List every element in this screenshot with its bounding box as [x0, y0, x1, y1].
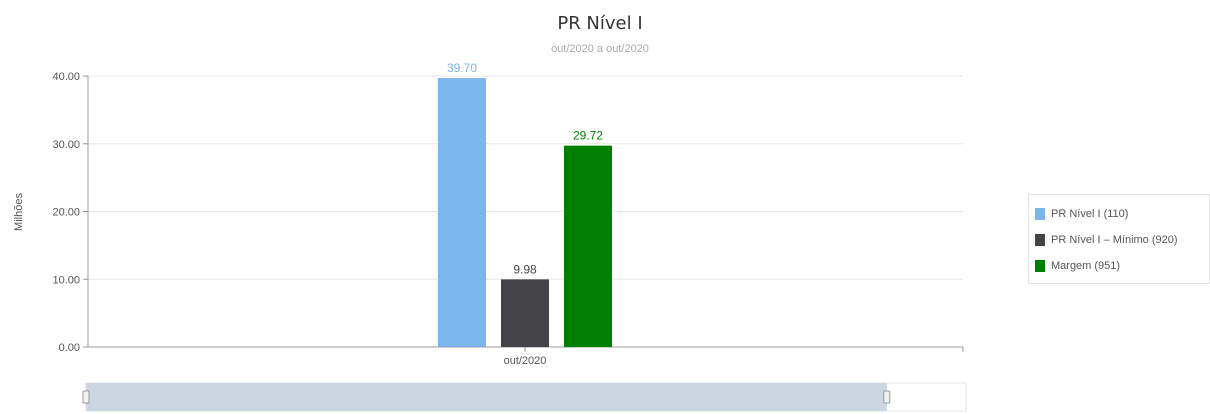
x-axis-ticks: out/2020	[504, 347, 964, 367]
data-label: 29.72	[573, 129, 603, 143]
legend-swatch	[1035, 260, 1045, 272]
range-navigator[interactable]	[82, 382, 967, 412]
navigator-selection[interactable]	[86, 383, 887, 411]
bar[interactable]	[564, 145, 612, 347]
y-tick-label: 20.00	[52, 207, 80, 219]
y-tick-label: 0.00	[59, 342, 80, 354]
legend-item[interactable]: PR Nível I – Mínimo (920)	[1029, 227, 1209, 253]
chart-subtitle: out/2020 a out/2020	[551, 43, 649, 55]
chart-title: PR Nível I	[557, 13, 642, 34]
y-tick-label: 10.00	[52, 274, 80, 286]
bar[interactable]	[438, 78, 486, 347]
data-labels: 39.70 9.98 29.72	[447, 61, 603, 276]
y-tick-label: 30.00	[52, 139, 80, 151]
legend-item[interactable]: Margem (951)	[1029, 253, 1209, 279]
y-axis-label: Milhões	[13, 193, 25, 231]
legend-label: Margem (951)	[1051, 260, 1121, 272]
legend-label: PR Nível I – Mínimo (920)	[1051, 234, 1178, 246]
y-tick-label: 40.00	[52, 71, 80, 83]
y-axis-ticks: 0.00 10.00 20.00 30.00 40.00	[52, 71, 80, 354]
navigator-right-handle[interactable]	[883, 390, 891, 404]
legend-label: PR Nível I (110)	[1051, 208, 1129, 220]
legend-swatch	[1035, 234, 1045, 246]
chart-legend: PR Nível I (110) PR Nível I – Mínimo (920…	[1028, 194, 1210, 284]
navigator-left-handle[interactable]	[82, 390, 90, 404]
x-tick-label: out/2020	[504, 355, 547, 367]
data-label: 39.70	[447, 61, 477, 75]
legend-swatch	[1035, 208, 1045, 220]
legend-item[interactable]: PR Nível I (110)	[1029, 201, 1209, 227]
bar[interactable]	[501, 279, 549, 347]
bars	[438, 78, 612, 347]
data-label: 9.98	[513, 262, 537, 276]
